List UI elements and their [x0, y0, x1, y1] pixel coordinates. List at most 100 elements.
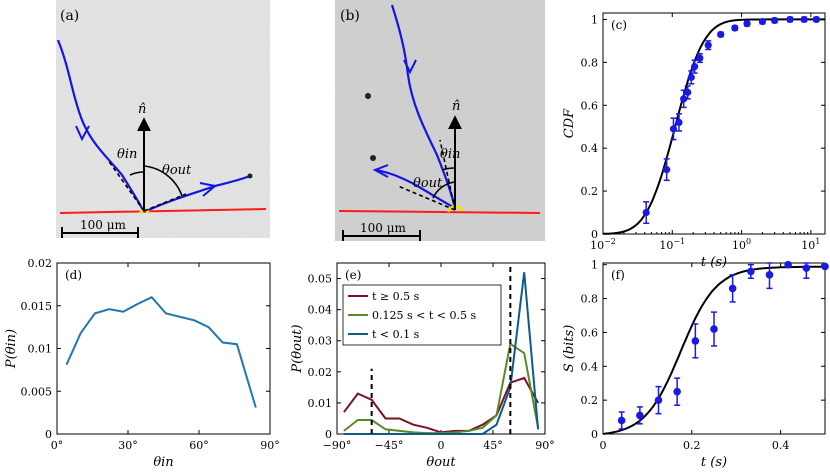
data-point-c-9: [704, 41, 712, 49]
ytick-label-d-3: 0.015: [21, 300, 53, 313]
panel-label-a: (a): [60, 8, 79, 24]
ytick-label-f-3: 0.6: [581, 326, 599, 339]
panel-d: 0 0.005 0.01 0.015 0.02 0° 30° 60° 90° θin P(θin) (…: [4, 257, 280, 470]
panel-label-f: (f): [611, 268, 625, 282]
scalebar-label-b: 100 μm: [360, 221, 407, 235]
theta-out-arc-b: [432, 181, 456, 199]
ytick-label-d-1: 0.005: [21, 385, 53, 398]
data-point-f-6: [728, 284, 737, 293]
trajectory-out-b: [374, 168, 456, 209]
data-point-c-4: [680, 95, 688, 103]
panel-f: 0 0.2 0.4 0.6 0.8 1 0 0.2 0.4 t (s) S (bits) (f): [562, 259, 829, 470]
ytick-label-d-2: 0.01: [28, 343, 53, 356]
xtick-label-e-3: 45°: [483, 439, 503, 452]
data-point-f-5: [710, 325, 718, 333]
ylabel-f: S (bits): [562, 325, 577, 373]
data-point-c-17: [812, 15, 820, 24]
xtick-label-c-2: 100: [732, 237, 751, 252]
ytick-label-e-0: 0: [325, 428, 332, 441]
data-point-f-4: [691, 337, 700, 345]
xlabel-e: θout: [426, 455, 456, 470]
theta-in-label-a: θin: [117, 147, 137, 162]
xtick-label-e-4: 90°: [535, 439, 555, 452]
data-point-c-6: [687, 73, 695, 81]
ytick-label-f-1: 0.2: [581, 394, 599, 407]
in-angle-dash-a: [107, 159, 145, 212]
data-point-c-14: [771, 16, 779, 25]
ytick-label-f-2: 0.4: [581, 360, 599, 373]
theta-out-label-b: θout: [413, 176, 443, 191]
fit-curve-c: [602, 18, 825, 235]
data-point-f-11: [821, 262, 829, 271]
ytick-label-c-0: 0: [591, 228, 598, 241]
out-angle-dash-b: [397, 185, 456, 211]
trajectory-in-b: [390, 4, 457, 209]
in-angle-dash-b: [439, 139, 456, 211]
wall-line-b: [338, 210, 541, 214]
xtick-label-c-1: 10−1: [659, 237, 685, 252]
xtick-label-c-3: 101: [801, 237, 820, 252]
ytick-label-c-5: 1: [591, 13, 598, 26]
xtick-label-d-0: 0°: [51, 439, 64, 452]
trajectory-arrow-b-in: [403, 59, 417, 75]
xtick-label-e-1: −45°: [375, 439, 404, 452]
panel-b: (b) n̂ θin θout 100 μm: [335, 0, 545, 241]
data-point-c-3: [675, 118, 683, 127]
data-point-c-8: [696, 54, 704, 62]
theta-in-arc-b: [441, 167, 456, 171]
ytick-label-e-4: 0.04: [308, 304, 333, 317]
micrograph-a-texture: [56, 0, 270, 238]
data-point-f-7: [747, 267, 755, 276]
panel-a: (a) n̂ θin θout 100 μm: [56, 0, 270, 238]
trajectory-in-a: [56, 39, 145, 213]
panel-label-e: (e): [345, 268, 361, 282]
theta-in-label-b: θin: [440, 147, 460, 162]
ytick-label-d-0: 0: [45, 428, 52, 441]
xtick-label-e-0: −90°: [323, 439, 352, 452]
ytick-label-f-5: 1: [591, 259, 598, 272]
data-point-c-1: [663, 166, 671, 174]
xtick-label-d-3: 90°: [260, 439, 280, 452]
data-point-c-2: [669, 125, 678, 133]
theta-out-label-a: θout: [162, 163, 192, 178]
ytick-label-e-3: 0.03: [308, 335, 333, 348]
particle-b2: [370, 155, 376, 161]
ytick-label-e-2: 0.02: [308, 366, 333, 379]
xtick-exponent-c-1: −1: [673, 237, 685, 246]
wall-line-a: [59, 208, 267, 214]
xtick-label-f-1: 0.2: [683, 439, 701, 452]
legend-label-e-2: t < 0.1 s: [372, 328, 420, 341]
out-angle-dash-a: [143, 193, 187, 212]
data-point-f-3: [673, 387, 681, 396]
ylabel-c: CDF: [562, 108, 577, 138]
data-point-f-1: [636, 411, 644, 420]
legend-label-e-1: 0.125 s < t < 0.5 s: [372, 309, 476, 322]
xtick-label-d-2: 60°: [189, 439, 209, 452]
data-point-c-15: [786, 15, 794, 24]
panel-label-d: (d): [65, 268, 82, 282]
ytick-label-f-0: 0: [591, 428, 598, 441]
particle-b1: [365, 93, 371, 99]
particle-a: [247, 173, 253, 179]
axes-frame-f: [602, 262, 826, 435]
ylabel-d: P(θin): [4, 329, 19, 369]
ytick-label-f-4: 0.8: [581, 293, 599, 306]
xtick-label-f-2: 0.4: [772, 439, 790, 452]
scalebar-label-a: 100 μm: [80, 218, 127, 232]
axes-frame-c: [602, 12, 826, 235]
data-point-c-11: [731, 24, 739, 32]
legend-e: [342, 284, 502, 346]
series-line-e-2: [343, 272, 540, 435]
fit-curve-f: [602, 265, 825, 435]
ytick-label-e-5: 0.05: [308, 273, 333, 286]
theta-out-arc-a: [143, 165, 183, 197]
normal-label-b: n̂: [452, 99, 460, 114]
ytick-label-d-4: 0.02: [28, 257, 53, 270]
data-point-c-5: [684, 88, 692, 96]
theta-in-arc-a: [129, 171, 144, 176]
ylabel-e: P(θout): [290, 324, 305, 373]
xtick-label-d-1: 30°: [118, 439, 138, 452]
xtick-label-e-2: 0: [438, 439, 445, 452]
